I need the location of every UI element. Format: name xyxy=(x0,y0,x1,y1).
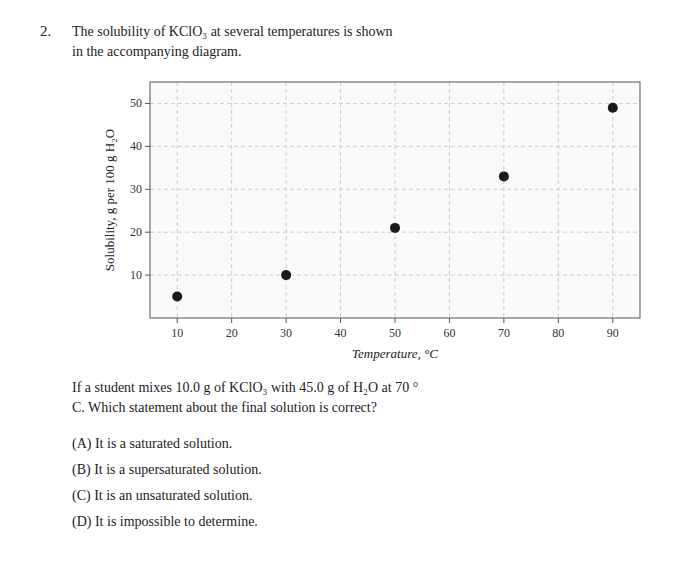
grid-line-x xyxy=(558,82,559,318)
grid-line-x xyxy=(286,82,287,318)
tick-x xyxy=(177,318,178,323)
tick-x xyxy=(231,318,232,323)
grid-line-x xyxy=(340,82,341,318)
title: The solubility of KClO₃ at several tempe… xyxy=(72,24,393,39)
choice: (B) It is a supersaturated solution. xyxy=(72,462,262,478)
tick-y xyxy=(145,103,150,104)
tick-x xyxy=(612,318,613,323)
tick-label-y: 30 xyxy=(130,182,142,196)
tick-y xyxy=(145,232,150,233)
tick-label-x: 90 xyxy=(607,326,619,340)
tick-y xyxy=(145,275,150,276)
grid-line-x xyxy=(177,82,178,318)
tick-label-y: 10 xyxy=(130,268,142,282)
points xyxy=(172,103,618,302)
grid-line-x xyxy=(612,82,613,318)
tick-label-x: 70 xyxy=(498,326,510,340)
plot-frame xyxy=(150,82,640,318)
point xyxy=(499,171,509,181)
tick-label-y: 50 xyxy=(130,96,142,110)
choice: (C) It is an unsaturated solution. xyxy=(72,488,252,504)
choice: (A) It is a saturated solution. xyxy=(72,436,232,452)
chart-container: 2. The solubility of KClO₃ at several tem… xyxy=(0,0,700,577)
tick-label-y: 20 xyxy=(130,225,142,239)
tick-label-x: 10 xyxy=(171,326,183,340)
grid xyxy=(150,82,640,318)
tick-label-x: 20 xyxy=(226,326,238,340)
title: in the accompanying diagram. xyxy=(72,44,242,59)
point xyxy=(172,292,182,302)
point xyxy=(390,223,400,233)
tick-label-x: 50 xyxy=(389,326,401,340)
tick-y xyxy=(145,146,150,147)
grid-line-y xyxy=(150,275,640,276)
x-axis-label: Temperature, °C xyxy=(352,346,438,361)
point xyxy=(281,270,291,280)
axes: 10 20 30 40 50 60 70 80 90 10 20 30 40 50 xyxy=(130,96,619,340)
tick-label-y: 40 xyxy=(130,139,142,153)
y-axis-label: Solubility, g per 100 g H₂O xyxy=(102,129,117,271)
grid-line-x xyxy=(503,82,504,318)
tick-label-x: 40 xyxy=(335,326,347,340)
tick-x xyxy=(286,318,287,323)
question: C. Which statement about the final solut… xyxy=(72,400,377,415)
grid-line-y xyxy=(150,146,640,147)
grid-line-y xyxy=(150,103,640,104)
plot-background xyxy=(150,82,640,318)
chart: 2. The solubility of KClO₃ at several tem… xyxy=(0,0,700,577)
tick-label-x: 30 xyxy=(280,326,292,340)
grid-line-x xyxy=(231,82,232,318)
tick-y xyxy=(145,189,150,190)
tick-x xyxy=(449,318,450,323)
question: If a student mixes 10.0 g of KClO₃ with … xyxy=(72,380,418,395)
tick-x xyxy=(558,318,559,323)
choice: (D) It is impossible to determine. xyxy=(72,514,258,530)
tick-x xyxy=(340,318,341,323)
grid-line-x xyxy=(449,82,450,318)
tick-label-x: 80 xyxy=(552,326,564,340)
grid-line-x xyxy=(395,82,396,318)
tick-label-x: 60 xyxy=(443,326,455,340)
tick-x xyxy=(503,318,504,323)
grid-line-y xyxy=(150,189,640,190)
tick-x xyxy=(395,318,396,323)
title-number: 2. xyxy=(40,23,51,39)
point xyxy=(608,103,618,113)
